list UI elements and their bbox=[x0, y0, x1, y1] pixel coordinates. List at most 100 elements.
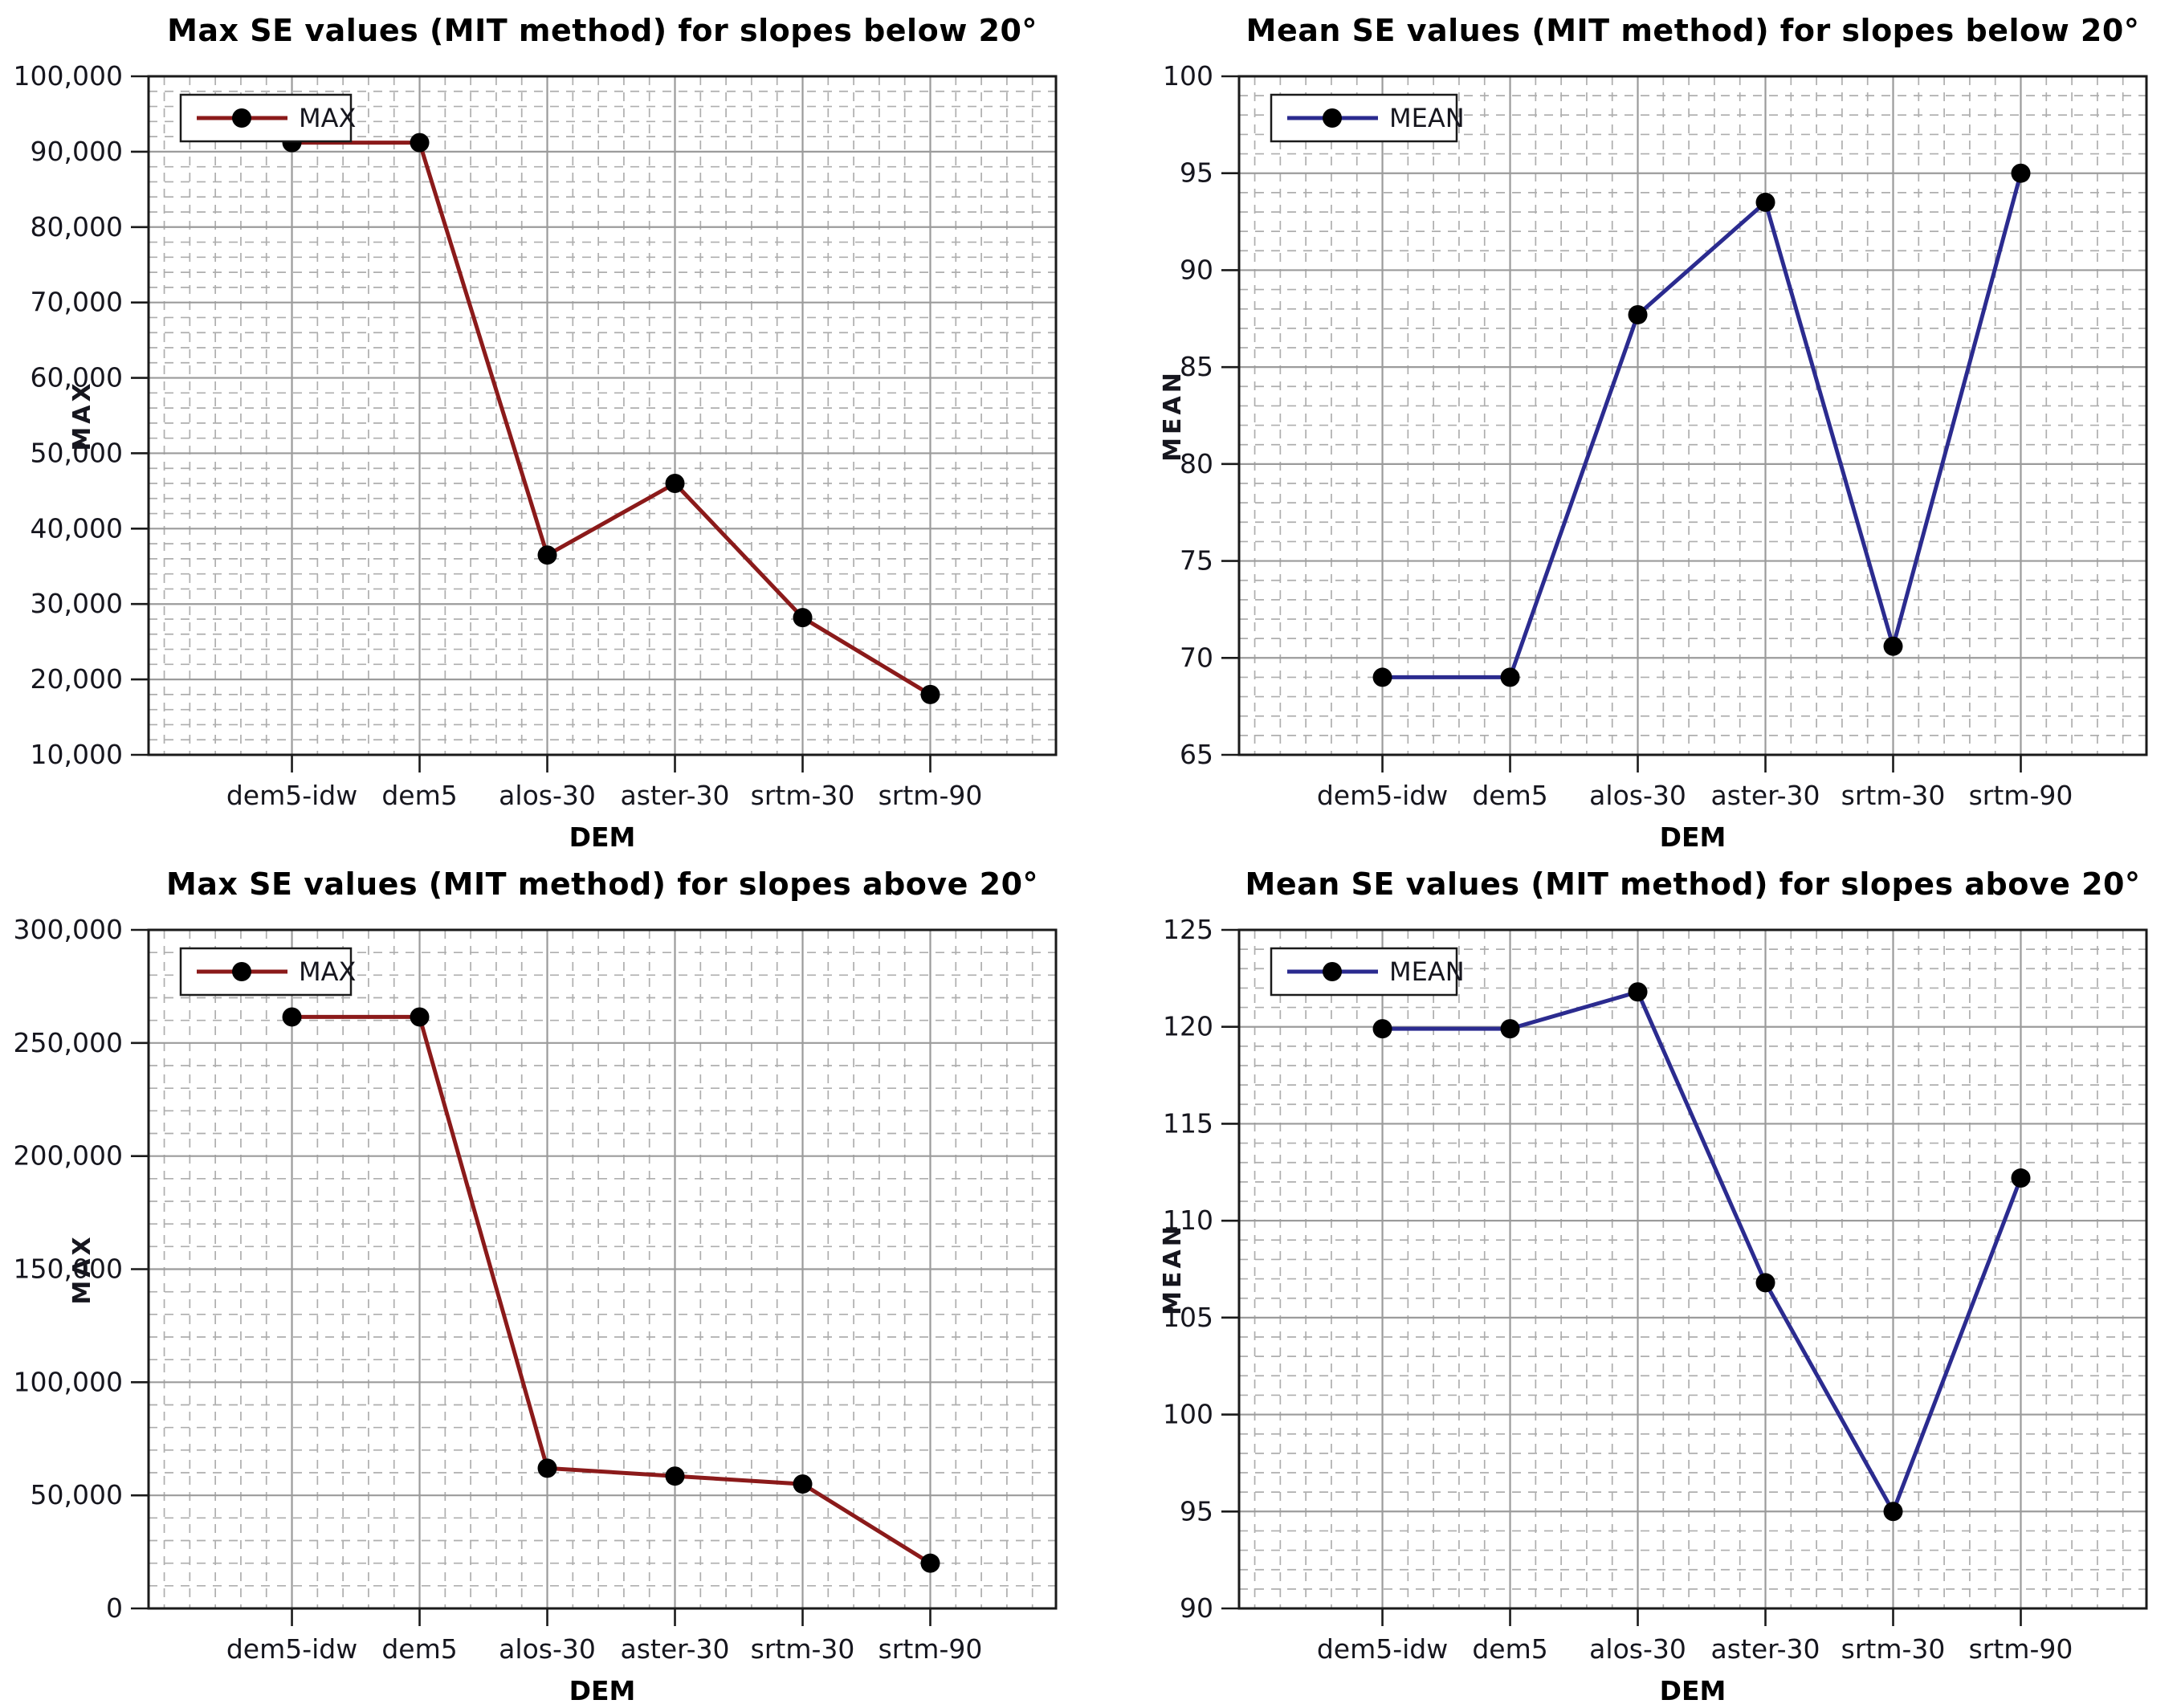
x-tick-label: srtm-90 bbox=[1969, 1633, 2073, 1665]
series-points bbox=[1372, 982, 2031, 1522]
y-tick-label: 125 bbox=[1163, 914, 1213, 945]
plot-frame bbox=[147, 75, 1058, 756]
y-tick-label: 150,000 bbox=[14, 1253, 123, 1285]
chart-svg-2: 0 50,000 100,000 150,000 200,000 250,000 300,0… bbox=[14, 914, 1058, 1706]
data-point-srtm-90 bbox=[2011, 1168, 2031, 1188]
data-point-srtm-30 bbox=[1883, 636, 1903, 656]
data-point-alos-30 bbox=[1628, 304, 1648, 324]
chart-title: Max SE values (MIT method) for slopes be… bbox=[167, 13, 1038, 48]
plot-frame bbox=[1237, 928, 2148, 1610]
y-tick-label: 50,000 bbox=[31, 1479, 123, 1510]
data-point-aster-30 bbox=[1755, 1273, 1775, 1293]
axis-title-x: DEM bbox=[1660, 821, 1726, 853]
x-tick-label: aster-30 bbox=[1711, 1633, 1820, 1665]
data-point-alos-30 bbox=[537, 1458, 557, 1478]
series-line-max bbox=[291, 141, 932, 697]
chart-mean-above-20: Mean SE values (MIT method) for slopes a… bbox=[1090, 854, 2181, 1708]
y-tick-label: 30,000 bbox=[31, 588, 123, 619]
chart-mean-below-20: Mean SE values (MIT method) for slopes b… bbox=[1090, 0, 2181, 854]
y-tick-label: 85 bbox=[1180, 351, 1213, 382]
plot-frame bbox=[1237, 75, 2148, 756]
grid-major bbox=[1239, 76, 2146, 755]
axis-title-x: DEM bbox=[1660, 1675, 1726, 1706]
x-axis-labels: dem5-idw dem5 alos-30 aster-30 srtm-30 srtm-9… bbox=[226, 780, 983, 811]
y-axis-ticks bbox=[131, 75, 149, 756]
legend-marker bbox=[232, 108, 251, 128]
data-point-alos-30 bbox=[537, 545, 557, 565]
y-tick-label: 80,000 bbox=[31, 211, 123, 243]
x-tick-label: dem5 bbox=[381, 1633, 457, 1665]
y-axis-labels: 0 50,000 100,000 150,000 200,000 250,000 300,0… bbox=[14, 914, 123, 1624]
series-line-max bbox=[291, 1014, 932, 1565]
x-tick-label: alos-30 bbox=[499, 780, 596, 811]
y-tick-label: 70,000 bbox=[31, 287, 123, 318]
y-tick-label: 110 bbox=[1163, 1205, 1213, 1236]
data-point-aster-30 bbox=[1755, 192, 1775, 212]
axis-title-y: MAX bbox=[68, 380, 96, 450]
y-tick-label: 120 bbox=[1163, 1011, 1213, 1042]
x-axis-ticks bbox=[291, 755, 932, 772]
y-tick-label: 200,000 bbox=[14, 1140, 123, 1172]
x-tick-label: dem5 bbox=[1472, 1633, 1547, 1665]
grid-minor bbox=[149, 76, 1056, 755]
x-tick-label: dem5-idw bbox=[1317, 780, 1448, 811]
legend-label: MAX bbox=[299, 956, 356, 987]
axis-title-y: MEAN bbox=[1159, 369, 1187, 462]
x-axis-ticks bbox=[291, 1608, 932, 1626]
legend-marker bbox=[232, 962, 251, 981]
y-tick-label: 300,000 bbox=[14, 914, 123, 945]
data-point-srtm-30 bbox=[793, 608, 813, 628]
y-tick-label: 105 bbox=[1163, 1302, 1213, 1333]
legend-label: MEAN bbox=[1389, 956, 1465, 987]
chart-svg-3: 90 95 100 105 110 115 120 125 dem5-idw dem5 alos-3… bbox=[1159, 914, 2148, 1706]
y-tick-label: 115 bbox=[1163, 1107, 1213, 1139]
series-line-mean bbox=[1382, 989, 2023, 1514]
x-tick-label: aster-30 bbox=[621, 1633, 730, 1665]
data-point-srtm-30 bbox=[793, 1474, 813, 1494]
data-point-aster-30 bbox=[665, 1466, 685, 1486]
data-point-dem5-idw bbox=[1372, 1019, 1392, 1039]
axis-title-x: DEM bbox=[569, 1675, 636, 1706]
y-tick-label: 40,000 bbox=[31, 512, 123, 544]
x-axis-ticks bbox=[1381, 1608, 2022, 1626]
grid-minor bbox=[1239, 930, 2146, 1608]
y-tick-label: 60,000 bbox=[31, 362, 123, 393]
x-tick-label: srtm-30 bbox=[1841, 780, 1946, 811]
legend-label: MEAN bbox=[1389, 103, 1465, 133]
series-points bbox=[282, 1007, 940, 1573]
x-tick-label: dem5 bbox=[381, 780, 457, 811]
y-tick-label: 100 bbox=[1163, 1399, 1213, 1430]
chart-svg-1: 65 70 75 80 85 90 95 100 dem5-idw dem5 alos-30 aste… bbox=[1159, 60, 2148, 853]
data-point-srtm-90 bbox=[920, 684, 940, 704]
y-tick-label: 80 bbox=[1180, 448, 1213, 479]
legend-marker bbox=[1323, 108, 1342, 128]
y-tick-label: 90 bbox=[1180, 254, 1213, 285]
data-point-srtm-90 bbox=[2011, 163, 2031, 183]
data-point-dem5-idw bbox=[282, 1007, 302, 1027]
axis-title-x: DEM bbox=[569, 821, 636, 853]
y-tick-label: 250,000 bbox=[14, 1027, 123, 1058]
data-point-dem5-idw bbox=[1372, 667, 1392, 687]
chart-max-above-20: Max SE values (MIT method) for slopes ab… bbox=[0, 854, 1090, 1708]
data-point-aster-30 bbox=[665, 474, 685, 493]
chart-title: Mean SE values (MIT method) for slopes a… bbox=[1245, 866, 2141, 902]
grid-major bbox=[1239, 930, 2146, 1608]
y-axis-ticks bbox=[1221, 75, 1239, 756]
x-tick-label: alos-30 bbox=[1589, 780, 1686, 811]
axis-title-y: MAX bbox=[68, 1233, 96, 1304]
y-tick-label: 65 bbox=[1180, 739, 1213, 770]
grid-minor bbox=[1239, 76, 2146, 755]
x-tick-label: srtm-30 bbox=[1841, 1633, 1946, 1665]
x-tick-label: srtm-90 bbox=[879, 1633, 983, 1665]
x-axis-labels: dem5-idw dem5 alos-30 aster-30 srtm-30 srtm-9… bbox=[1317, 1633, 2073, 1665]
y-tick-label: 100,000 bbox=[14, 60, 123, 92]
legend-marker bbox=[1323, 962, 1342, 981]
x-axis-ticks bbox=[1381, 755, 2022, 772]
data-point-dem5 bbox=[410, 1007, 430, 1027]
series-points bbox=[1372, 163, 2031, 687]
series-points bbox=[282, 132, 940, 704]
x-tick-label: dem5 bbox=[1472, 780, 1547, 811]
x-axis-labels: dem5-idw dem5 alos-30 aster-30 srtm-30 srtm-9… bbox=[226, 1633, 983, 1665]
data-point-alos-30 bbox=[1628, 982, 1648, 1002]
